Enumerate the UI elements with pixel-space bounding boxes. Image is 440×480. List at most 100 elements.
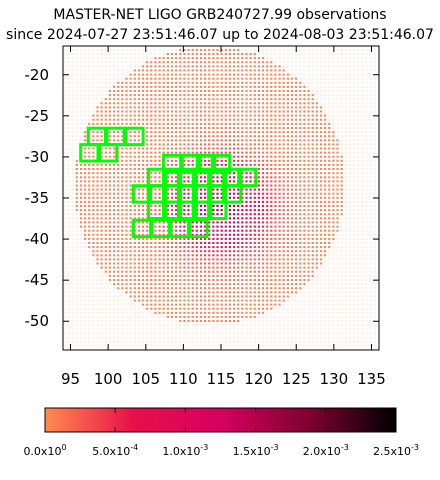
- map-pixel: [150, 291, 153, 294]
- map-pixel: [224, 336, 227, 339]
- map-pixel: [336, 225, 339, 228]
- map-pixel: [216, 151, 219, 154]
- map-pixel: [241, 307, 244, 310]
- map-pixel: [266, 90, 269, 92]
- map-pixel: [216, 85, 219, 88]
- map-pixel: [208, 237, 211, 240]
- map-pixel: [220, 118, 223, 121]
- map-pixel: [125, 106, 128, 109]
- map-pixel: [319, 254, 323, 257]
- map-pixel: [150, 143, 153, 146]
- map-pixel: [158, 262, 161, 265]
- map-pixel: [344, 102, 347, 105]
- map-pixel: [344, 258, 347, 261]
- map-pixel: [315, 118, 318, 121]
- map-pixel: [315, 114, 318, 117]
- map-pixel: [361, 159, 364, 162]
- map-pixel: [266, 344, 269, 347]
- map-pixel: [146, 118, 149, 121]
- map-pixel: [150, 114, 153, 117]
- map-pixel: [324, 315, 327, 318]
- map-pixel: [212, 233, 215, 236]
- map-pixel: [158, 85, 161, 88]
- map-pixel: [303, 283, 306, 286]
- map-pixel: [183, 266, 186, 269]
- map-pixel: [75, 163, 78, 166]
- map-pixel: [336, 254, 339, 257]
- map-pixel: [278, 188, 281, 191]
- map-pixel: [278, 287, 281, 290]
- map-pixel: [187, 262, 190, 265]
- map-pixel: [141, 85, 145, 88]
- map-pixel: [295, 159, 298, 162]
- map-pixel: [369, 291, 372, 294]
- map-pixel: [187, 196, 190, 199]
- map-pixel: [290, 184, 294, 187]
- map-pixel: [195, 340, 198, 343]
- map-pixel: [129, 242, 132, 244]
- map-pixel: [295, 315, 298, 318]
- map-pixel: [141, 151, 145, 154]
- map-pixel: [303, 188, 306, 191]
- map-pixel: [63, 324, 66, 327]
- map-pixel: [75, 299, 78, 302]
- map-pixel: [162, 328, 165, 331]
- map-pixel: [319, 242, 323, 244]
- map-pixel: [332, 311, 335, 314]
- map-pixel: [170, 279, 174, 281]
- map-pixel: [319, 283, 323, 286]
- map-pixel: [195, 324, 198, 327]
- map-pixel: [311, 200, 314, 203]
- map-pixel: [315, 168, 318, 170]
- map-pixel: [241, 98, 244, 101]
- map-pixel: [79, 172, 83, 175]
- map-pixel: [245, 114, 248, 117]
- map-pixel: [357, 262, 360, 265]
- map-pixel: [361, 122, 364, 125]
- map-pixel: [324, 221, 327, 224]
- map-pixel: [257, 328, 260, 331]
- map-pixel: [146, 324, 149, 327]
- map-pixel: [373, 270, 376, 273]
- map-pixel: [137, 135, 140, 138]
- map-pixel: [237, 94, 240, 97]
- map-pixel: [100, 139, 103, 142]
- map-pixel: [328, 209, 331, 212]
- map-pixel: [228, 242, 231, 244]
- map-pixel: [257, 118, 260, 121]
- map-pixel: [187, 287, 190, 290]
- map-pixel: [369, 196, 372, 199]
- map-pixel: [278, 213, 281, 216]
- map-pixel: [332, 131, 335, 134]
- map-pixel: [208, 151, 211, 154]
- map-pixel: [88, 250, 91, 253]
- map-pixel: [179, 246, 182, 249]
- map-pixel: [108, 213, 111, 216]
- map-pixel: [92, 106, 95, 109]
- map-pixel: [257, 237, 260, 240]
- map-pixel: [278, 262, 281, 265]
- map-pixel: [286, 98, 289, 101]
- map-pixel: [270, 127, 273, 129]
- map-pixel: [311, 184, 314, 187]
- map-pixel: [84, 94, 87, 97]
- map-pixel: [344, 311, 347, 314]
- map-pixel: [150, 237, 153, 240]
- map-pixel: [332, 114, 335, 117]
- map-pixel: [278, 155, 281, 158]
- map-pixel: [266, 127, 269, 129]
- map-pixel: [108, 242, 111, 244]
- map-pixel: [274, 340, 277, 343]
- map-pixel: [71, 246, 74, 249]
- map-pixel: [84, 98, 87, 101]
- map-pixel: [282, 106, 285, 109]
- map-pixel: [365, 106, 368, 109]
- map-pixel: [158, 233, 161, 236]
- map-pixel: [245, 106, 248, 109]
- map-pixel: [290, 106, 294, 109]
- map-pixel: [117, 172, 120, 175]
- map-pixel: [286, 114, 289, 117]
- map-pixel: [266, 151, 269, 154]
- map-pixel: [315, 85, 318, 88]
